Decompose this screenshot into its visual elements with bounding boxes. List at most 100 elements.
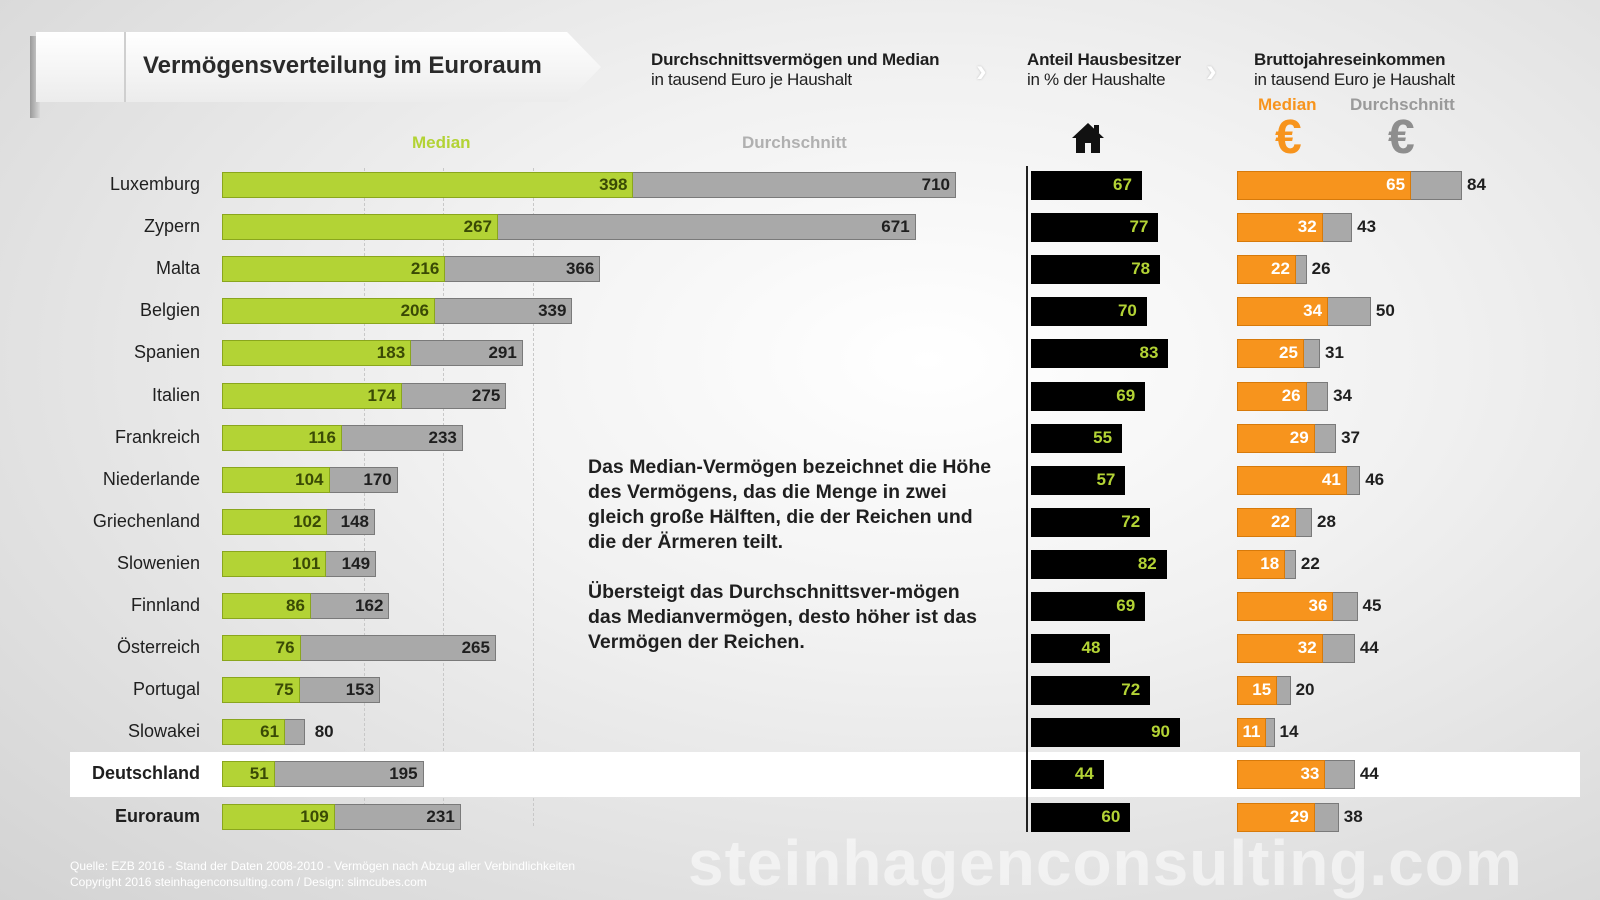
country-label: Deutschland bbox=[91, 763, 200, 784]
page-title: Vermögensverteilung im Euroraum bbox=[143, 52, 542, 79]
wealth-header-subtitle: in tausend Euro je Haushalt bbox=[651, 70, 852, 89]
grid-line bbox=[364, 168, 365, 826]
income-average-label: 37 bbox=[1341, 427, 1361, 447]
note-paragraph-1: Das Median-Vermögen bezeichnet die Höhe … bbox=[588, 456, 992, 553]
ownership-label: 72 bbox=[1121, 680, 1141, 700]
wealth-median-bar bbox=[222, 677, 300, 704]
ownership-label: 82 bbox=[1137, 553, 1157, 573]
title-banner bbox=[36, 32, 601, 102]
wealth-average-label: 275 bbox=[471, 385, 501, 405]
wealth-average-label: 366 bbox=[565, 259, 595, 279]
source-line-1: Quelle: EZB 2016 - Stand der Daten 2008-… bbox=[70, 859, 575, 873]
income-median-label: 65 bbox=[1386, 175, 1406, 194]
wealth-median-bar bbox=[222, 214, 499, 241]
wealth-median-bar bbox=[222, 719, 286, 746]
wealth-average-label: 149 bbox=[341, 553, 371, 573]
ownership-label: 77 bbox=[1129, 217, 1149, 237]
ownership-header-title: Anteil Hausbesitzer bbox=[1027, 50, 1181, 69]
income-median-bar bbox=[1237, 339, 1304, 369]
income-median-label: 32 bbox=[1297, 217, 1317, 237]
wealth-median-label: 216 bbox=[410, 259, 440, 279]
ownership-label: 57 bbox=[1096, 469, 1116, 489]
income-average-label: 34 bbox=[1333, 385, 1352, 405]
banner-shadow bbox=[30, 36, 40, 118]
chevron-right-icon: › bbox=[1206, 52, 1217, 88]
income-median-label: 11 bbox=[1242, 722, 1261, 742]
income-average-label: 14 bbox=[1279, 722, 1299, 742]
wealth-average-label: 671 bbox=[881, 217, 910, 237]
wealth-median-label: 76 bbox=[275, 638, 295, 658]
wealth-median-label: 174 bbox=[367, 385, 396, 405]
wealth-median-bar bbox=[222, 508, 328, 535]
income-average-label: 45 bbox=[1362, 596, 1382, 615]
note-paragraph-2: Übersteigt das Durchschnittsver-mögen da… bbox=[588, 581, 978, 653]
income-median-label: 15 bbox=[1252, 680, 1272, 700]
income-average-label: 31 bbox=[1325, 343, 1344, 363]
wealth-median-label: 51 bbox=[249, 764, 269, 784]
income-average-label: 44 bbox=[1359, 764, 1379, 784]
income-average-label: 84 bbox=[1467, 175, 1486, 194]
wealth-median-label: 86 bbox=[285, 596, 305, 615]
wealth-average-label: 231 bbox=[426, 806, 455, 826]
income-median-label: 33 bbox=[1300, 764, 1320, 784]
source-line-2: Copyright 2016 steinhagenconsulting.com … bbox=[70, 875, 427, 889]
income-average-label: 43 bbox=[1357, 217, 1377, 237]
country-label: Luxemburg bbox=[109, 174, 200, 194]
wealth-average-label: 233 bbox=[428, 427, 457, 447]
ownership-label: 69 bbox=[1116, 596, 1136, 615]
ownership-bar bbox=[1031, 634, 1111, 664]
euro-icon: € bbox=[1275, 111, 1302, 164]
wealth-average-label: 265 bbox=[461, 638, 490, 658]
grid-line bbox=[443, 168, 444, 826]
ownership-label: 69 bbox=[1116, 385, 1136, 405]
ownership-bar bbox=[1031, 255, 1161, 285]
wealth-median-label: 267 bbox=[463, 217, 493, 237]
wealth-median-bar bbox=[222, 761, 275, 788]
country-label: Griechenland bbox=[92, 510, 200, 531]
income-median-label: 22 bbox=[1271, 259, 1290, 279]
wealth-median-label: 75 bbox=[274, 680, 294, 700]
euro-icon: € bbox=[1388, 111, 1415, 164]
income-median-bar bbox=[1237, 423, 1315, 453]
ownership-bar bbox=[1031, 297, 1147, 327]
ownership-bar bbox=[1031, 381, 1146, 411]
wealth-median-bar bbox=[222, 550, 327, 577]
country-label: Slowakei bbox=[127, 721, 200, 742]
country-label: Euroraum bbox=[114, 805, 200, 826]
country-label: Zypern bbox=[143, 216, 200, 237]
income-average-label: 38 bbox=[1343, 806, 1363, 826]
ownership-bar bbox=[1031, 676, 1151, 706]
income-median-label: 18 bbox=[1260, 553, 1280, 573]
wealth-average-label: 339 bbox=[538, 301, 567, 321]
ownership-bar bbox=[1031, 549, 1167, 579]
wealth-average-label: 291 bbox=[488, 343, 517, 363]
income-median-bar bbox=[1237, 465, 1347, 495]
ownership-bar bbox=[1031, 423, 1123, 453]
ownership-label: 48 bbox=[1081, 638, 1101, 658]
income-average-label: 22 bbox=[1300, 553, 1320, 573]
income-average-label: 46 bbox=[1365, 469, 1385, 489]
wealth-median-bar bbox=[222, 424, 342, 451]
wealth-average-label: 710 bbox=[921, 175, 950, 194]
legend-average: Durchschnitt bbox=[742, 133, 847, 152]
country-label: Slowenien bbox=[116, 552, 200, 573]
legend-median: Median bbox=[412, 133, 471, 152]
ownership-label: 83 bbox=[1139, 343, 1159, 363]
income-median-label: 34 bbox=[1303, 301, 1323, 321]
ownership-label: 44 bbox=[1074, 764, 1094, 784]
income-median-label: 41 bbox=[1321, 469, 1341, 489]
wealth-average-label: 170 bbox=[363, 469, 392, 489]
income-median-label: 25 bbox=[1279, 343, 1298, 363]
wealth-median-bar bbox=[222, 298, 435, 325]
ownership-bar bbox=[1031, 465, 1126, 495]
income-median-label: 29 bbox=[1289, 806, 1309, 826]
grid-line bbox=[533, 168, 534, 826]
income-legend-median: Median bbox=[1258, 95, 1317, 114]
wealth-median-label: 101 bbox=[292, 553, 321, 573]
country-label: Italien bbox=[151, 384, 200, 405]
wealth-median-bar bbox=[222, 382, 402, 409]
ownership-bar bbox=[1031, 213, 1159, 243]
banner-divider bbox=[124, 32, 126, 102]
wealth-median-bar bbox=[222, 635, 301, 662]
income-legend-average: Durchschnitt bbox=[1350, 95, 1455, 114]
